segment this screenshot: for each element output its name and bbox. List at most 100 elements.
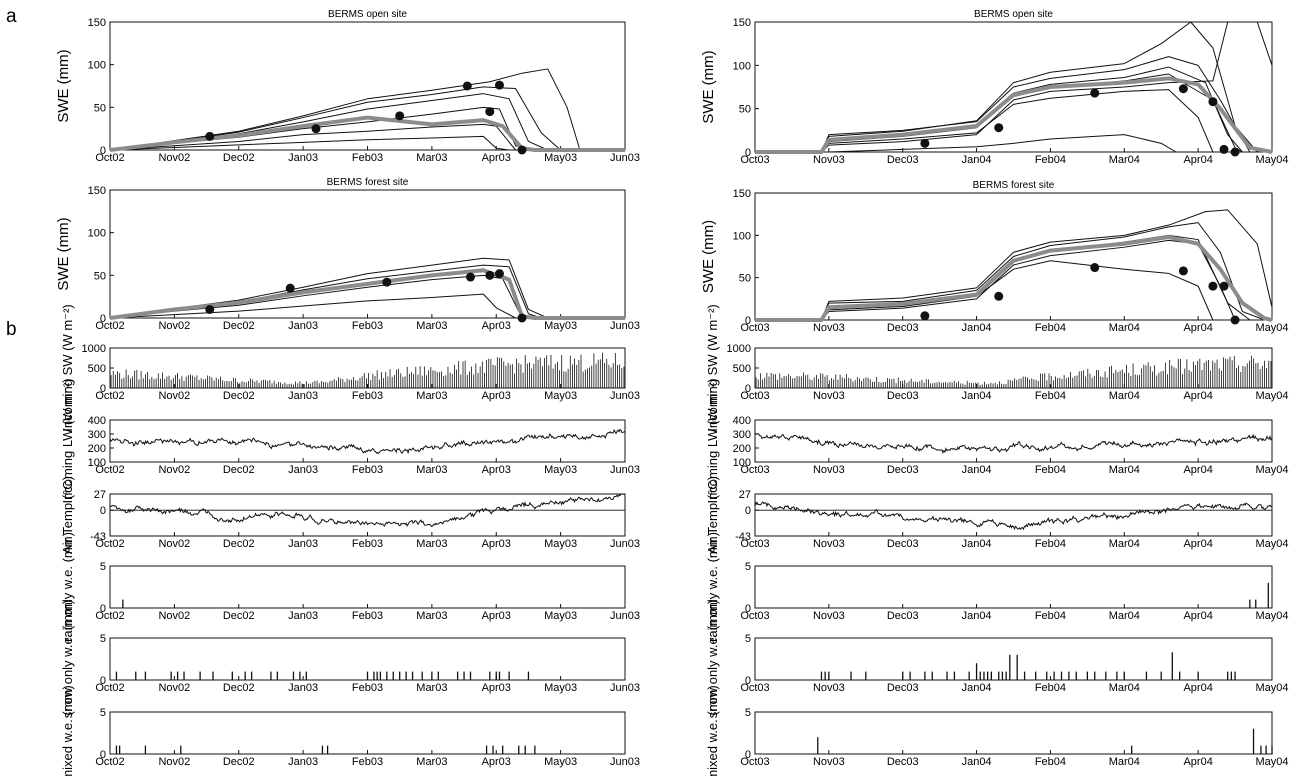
ensemble-member-line — [755, 56, 1272, 153]
x-tick-label: May04 — [1255, 682, 1288, 694]
x-tick-label: May03 — [544, 152, 577, 164]
ensemble-member-line — [109, 86, 625, 151]
chart-title: BERMS open site — [328, 9, 407, 20]
x-tick-label: Dec03 — [887, 682, 919, 694]
y-tick-label: 150 — [733, 188, 751, 200]
x-tick-label: Nov02 — [158, 320, 190, 332]
y-axis-label: snow only w.e. (mm) — [705, 600, 720, 718]
chart-L_sw: 0 500 1000 Oct02 Nov02 Dec02 Jan03 Feb03 Mar03 Ap… — [60, 304, 640, 431]
x-tick-label: May04 — [1255, 390, 1288, 402]
x-tick-label: Apr03 — [482, 320, 511, 332]
plot-frame — [754, 565, 1273, 609]
plot-frame — [754, 637, 1273, 681]
x-tick-label: Apr04 — [1183, 682, 1212, 694]
y-tick-label: 0 — [100, 749, 106, 761]
x-tick-label: Jan04 — [962, 610, 992, 622]
plot-frame — [754, 347, 1273, 389]
observed-swe-point — [1090, 88, 1100, 98]
x-tick-label: Jan03 — [288, 610, 318, 622]
x-tick-label: Nov03 — [813, 756, 845, 768]
chart-title: BERMS forest site — [327, 177, 409, 188]
chart-L_mixed: 0 5 Oct02 Nov02 Dec02 Jan03 Feb03 Mar03 Apr03 May… — [60, 685, 640, 780]
y-tick-label: 300 — [733, 429, 751, 441]
y-tick-label: 200 — [733, 443, 751, 455]
plot-frame — [109, 493, 626, 537]
y-axis-label: Incoming SW (W m⁻²) — [60, 304, 75, 431]
observed-swe-point — [285, 283, 295, 293]
y-axis-label: Incoming LW (W m⁻²) — [705, 378, 720, 503]
x-tick-label: Dec03 — [887, 610, 919, 622]
chart-L_swe_forest: BERMS forest site 0 50 100 150 Oct02 Nov02 Dec0… — [55, 177, 640, 332]
x-tick-label: Feb03 — [352, 756, 383, 768]
x-tick-label: Jun03 — [610, 390, 640, 402]
x-tick-label: Dec02 — [223, 538, 255, 550]
y-tick-label: 100 — [88, 60, 106, 72]
observed-swe-point — [1178, 84, 1188, 94]
x-tick-label: May03 — [544, 320, 577, 332]
chart-title: BERMS forest site — [973, 180, 1055, 191]
x-tick-label: Oct03 — [740, 464, 769, 476]
x-tick-label: Oct03 — [740, 610, 769, 622]
x-tick-label: Mar03 — [416, 152, 447, 164]
x-tick-label: Dec02 — [223, 152, 255, 164]
x-tick-label: Jan04 — [962, 682, 992, 694]
x-tick-label: Jan03 — [288, 390, 318, 402]
x-tick-label: Mar03 — [416, 682, 447, 694]
x-tick-label: Dec02 — [223, 464, 255, 476]
x-tick-label: Mar04 — [1109, 154, 1140, 166]
x-tick-label: Jan04 — [962, 390, 992, 402]
x-tick-label: Apr04 — [1183, 154, 1212, 166]
x-tick-label: Apr03 — [482, 464, 511, 476]
y-axis-label: SWE (mm) — [55, 49, 72, 122]
observed-swe-point — [205, 304, 215, 314]
ensemble-member-line — [109, 68, 625, 151]
plot-frame — [754, 493, 1273, 537]
observed-swe-point — [1208, 281, 1218, 291]
ensemble-member-line — [755, 222, 1272, 321]
observed-swe-point — [395, 111, 405, 121]
x-tick-label: Feb04 — [1035, 464, 1066, 476]
observed-swe-point — [994, 123, 1004, 133]
x-tick-label: Mar04 — [1109, 756, 1140, 768]
y-tick-label: 0 — [745, 675, 751, 687]
x-tick-label: Oct02 — [95, 610, 124, 622]
panel-label-b: b — [6, 319, 17, 340]
x-tick-label: Oct03 — [740, 322, 769, 334]
x-tick-label: Dec02 — [223, 682, 255, 694]
x-tick-label: Jan03 — [288, 538, 318, 550]
x-tick-label: Apr03 — [482, 610, 511, 622]
x-tick-label: Jan04 — [962, 154, 992, 166]
chart-R_sw: 0 500 1000 Oct03 Nov03 Dec03 Jan04 Feb04 Mar04 Ap… — [705, 304, 1289, 431]
x-tick-label: Apr04 — [1183, 322, 1212, 334]
x-tick-label: May04 — [1255, 610, 1288, 622]
x-tick-label: Jun03 — [610, 538, 640, 550]
x-tick-label: Nov02 — [158, 682, 190, 694]
forcing-trace — [754, 432, 1273, 454]
x-tick-label: Jan04 — [962, 756, 992, 768]
x-tick-label: Mar03 — [416, 756, 447, 768]
ensemble-mean-line — [755, 235, 1273, 322]
x-tick-label: Mar03 — [416, 390, 447, 402]
x-tick-label: Apr04 — [1183, 756, 1212, 768]
x-tick-label: Apr04 — [1183, 538, 1212, 550]
plot-frame — [754, 711, 1273, 755]
ensemble-member-line — [109, 135, 625, 151]
x-tick-label: Apr03 — [482, 390, 511, 402]
x-tick-label: Nov03 — [813, 464, 845, 476]
x-tick-label: Apr03 — [482, 756, 511, 768]
x-tick-label: May03 — [544, 610, 577, 622]
plot-frame — [754, 419, 1273, 463]
x-tick-label: Nov03 — [813, 154, 845, 166]
y-tick-label: 400 — [88, 415, 106, 427]
y-tick-label: 5 — [100, 561, 106, 573]
x-tick-label: Jun03 — [610, 320, 640, 332]
observed-swe-point — [1230, 315, 1240, 325]
chart-L_air: -43 0 27 Oct02 Nov02 Dec02 Jan03 Feb03 Mar03 Apr0… — [60, 476, 640, 554]
ensemble-mean-line — [755, 76, 1273, 154]
y-tick-label: 300 — [88, 429, 106, 441]
x-tick-label: Apr04 — [1183, 464, 1212, 476]
x-tick-label: Feb04 — [1035, 756, 1066, 768]
x-tick-label: Jun03 — [610, 464, 640, 476]
x-tick-label: May03 — [544, 390, 577, 402]
y-tick-label: 1000 — [82, 343, 106, 355]
